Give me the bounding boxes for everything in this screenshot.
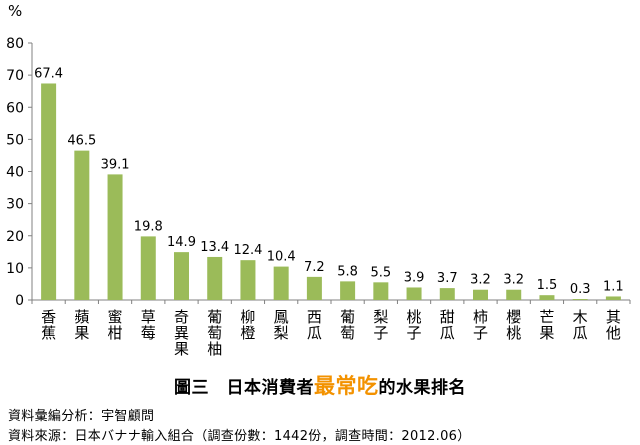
caption-prefix: 圖三 日本消費者 (174, 378, 314, 398)
category-label: 西瓜 (307, 308, 322, 342)
y-tick-label: 70 (6, 68, 24, 84)
category-label: 奇異果 (174, 308, 189, 358)
data-label: 39.1 (101, 157, 130, 172)
category-label: 木瓜 (573, 308, 588, 342)
bar (539, 295, 555, 300)
category-label: 草莓 (141, 308, 156, 342)
bar (605, 296, 621, 300)
caption-suffix: 的水果排名 (378, 378, 466, 398)
category-label: 柿子 (473, 308, 488, 342)
data-label: 12.4 (233, 243, 262, 258)
y-unit-label: % (8, 2, 22, 20)
y-tick-label: 0 (15, 293, 24, 309)
data-label: 1.1 (603, 279, 624, 294)
category-label: 蜜柑 (108, 308, 123, 342)
category-label: 柳橙 (240, 308, 255, 342)
bar (240, 260, 256, 300)
y-tick-label: 30 (6, 197, 24, 213)
data-label: 0.3 (570, 282, 591, 297)
chart-axes: % 0 10 20 30 40 50 60 70 80 (6, 2, 631, 309)
category-label: 香蕉 (41, 308, 56, 342)
bar (140, 236, 156, 300)
data-label: 5.8 (337, 264, 358, 279)
data-label: 67.4 (34, 66, 63, 81)
data-label: 3.9 (404, 270, 425, 285)
chart-bars (41, 83, 621, 300)
category-label: 梨子 (373, 308, 388, 342)
data-label: 10.4 (267, 250, 296, 265)
source-data: 資料來源：日本バナナ輸入組合（調查份數：1442份，調查時間：2012.06） (8, 429, 471, 444)
bar (340, 281, 356, 300)
data-label: 46.5 (67, 134, 96, 149)
y-tick-label: 50 (6, 132, 24, 148)
chart-labels: 67.4 香蕉 46.5 蘋果 39.1 蜜柑 19.8 草莓 14.9 奇異果 13.4 葡萄柚 12… (34, 66, 624, 358)
category-label: 蘋果 (74, 308, 89, 342)
data-label: 3.7 (437, 271, 458, 286)
caption-highlight: 最常吃 (314, 374, 379, 398)
bar (572, 299, 588, 300)
data-label: 3.2 (503, 273, 524, 288)
source-analysis: 資料彙編分析：宇智顧問 (8, 409, 155, 424)
data-label: 7.2 (304, 260, 325, 275)
bar (273, 266, 289, 300)
category-label: 葡萄柚 (207, 308, 222, 358)
bar (74, 150, 90, 300)
y-tick-label: 20 (6, 229, 24, 245)
figure-caption: 圖三 日本消費者最常吃的水果排名 (0, 370, 640, 400)
data-label: 19.8 (134, 219, 163, 234)
data-label: 3.2 (470, 273, 491, 288)
data-label: 14.9 (167, 235, 196, 250)
bar (107, 174, 123, 300)
category-label: 甜瓜 (440, 308, 455, 342)
category-label: 其他 (606, 308, 621, 342)
category-label: 桃子 (407, 308, 422, 342)
bar (41, 83, 57, 300)
data-label: 13.4 (200, 240, 229, 255)
bar (174, 252, 189, 300)
y-tick-label: 80 (6, 36, 24, 52)
y-tick-label: 10 (6, 261, 24, 277)
category-label: 櫻桃 (506, 308, 521, 342)
bar (306, 276, 322, 300)
bar-chart: % 0 10 20 30 40 50 60 70 80 67.4 香蕉 46.5 蘋果 39.1 蜜柑 19.… (6, 2, 631, 358)
bar (373, 282, 389, 300)
bar (406, 287, 422, 300)
y-tick-label: 60 (6, 100, 24, 116)
category-label: 鳳梨 (274, 308, 289, 342)
data-label: 5.5 (370, 265, 391, 280)
bar (439, 288, 455, 300)
category-label: 芒果 (539, 308, 554, 342)
bar (506, 289, 522, 300)
data-label: 1.5 (537, 278, 558, 293)
bar (473, 289, 488, 300)
category-label: 葡萄 (340, 308, 355, 342)
bar (207, 256, 223, 300)
y-tick-label: 40 (6, 165, 24, 181)
